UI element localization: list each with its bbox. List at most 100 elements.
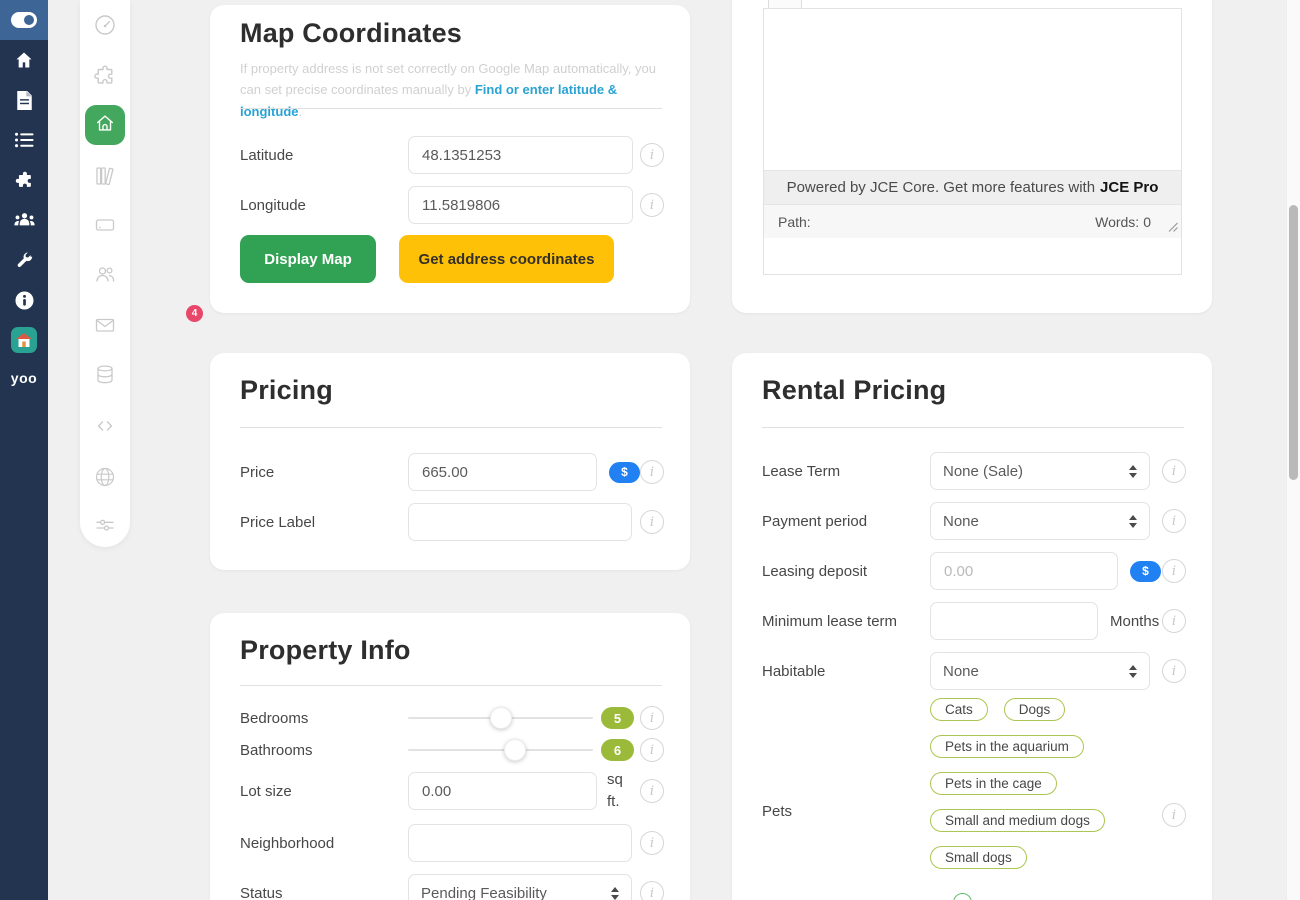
leasing-deposit-label: Leasing deposit	[762, 562, 868, 580]
rail-item-languages[interactable]	[80, 464, 130, 490]
jce-editor: Powered by JCE Core. Get more features w…	[763, 8, 1182, 275]
rail-item-settings[interactable]	[80, 512, 130, 538]
partial-toggle-circle[interactable]	[953, 893, 972, 900]
toggle-switch-icon	[11, 12, 37, 28]
leasing-deposit-input[interactable]	[930, 552, 1118, 590]
info-icon[interactable]	[640, 193, 664, 217]
display-map-button[interactable]: Display Map	[240, 235, 376, 283]
get-address-coordinates-button[interactable]: Get address coordinates	[399, 235, 614, 283]
pet-tag[interactable]: Dogs	[1003, 698, 1066, 721]
info-icon[interactable]	[640, 143, 664, 167]
lease-term-select[interactable]: None (Sale)	[930, 452, 1150, 490]
sidebar-toggle-header[interactable]	[0, 0, 48, 40]
longitude-input[interactable]	[408, 186, 633, 224]
pets-label: Pets	[762, 803, 793, 820]
rail-item-agents[interactable]	[80, 261, 130, 287]
info-icon[interactable]	[1162, 559, 1186, 583]
sidebar-item-property-app[interactable]	[0, 327, 48, 353]
pet-tag[interactable]: Small dogs	[930, 846, 1027, 869]
resize-grip-icon[interactable]	[1167, 219, 1178, 235]
description-editor-card: Powered by JCE Core. Get more features w…	[732, 0, 1212, 313]
sidebar-item-yootheme[interactable]: yoo	[0, 366, 48, 390]
pet-tag[interactable]: Pets in the cage	[930, 772, 1057, 795]
info-icon[interactable]	[640, 510, 664, 534]
slider-knob[interactable]	[489, 707, 512, 729]
sidebar-item-system[interactable]	[0, 248, 48, 272]
bedrooms-slider[interactable]	[408, 703, 593, 733]
price-label-input[interactable]	[408, 503, 632, 541]
info-icon[interactable]	[1162, 803, 1186, 827]
editor-path-label: Path:	[778, 213, 811, 230]
info-icon[interactable]	[640, 779, 664, 803]
habitable-row: Habitable None	[762, 652, 1186, 690]
info-icon[interactable]	[640, 706, 664, 730]
lot-size-input[interactable]	[408, 772, 597, 810]
latitude-input[interactable]	[408, 136, 633, 174]
latitude-row: Latitude	[240, 135, 664, 175]
neighborhood-input[interactable]	[408, 824, 632, 862]
database-icon	[93, 363, 117, 387]
rail-item-database[interactable]	[80, 362, 130, 388]
status-selected-value: Pending Feasibility	[421, 884, 547, 900]
rail-item-dashboard[interactable]	[80, 12, 130, 38]
info-icon[interactable]	[1162, 659, 1186, 683]
sidebar-item-users[interactable]	[0, 208, 48, 232]
page-scrollbar-thumb[interactable]	[1289, 205, 1298, 480]
rail-item-extensions[interactable]	[80, 63, 130, 89]
payment-period-select[interactable]: None	[930, 502, 1150, 540]
status-select[interactable]: Pending Feasibility	[408, 874, 632, 900]
puzzle-icon	[15, 171, 34, 190]
info-icon[interactable]	[640, 460, 664, 484]
card-title: Property Info	[240, 635, 411, 665]
bedrooms-label: Bedrooms	[240, 709, 309, 727]
info-icon[interactable]	[640, 738, 664, 762]
editor-content-area[interactable]	[764, 9, 1181, 170]
price-input[interactable]	[408, 453, 597, 491]
find-coordinates-link[interactable]: Find or enter latitude & longitude	[240, 82, 618, 119]
jce-pro-link[interactable]: JCE Pro	[1100, 179, 1159, 196]
property-info-card: Property Info Bedrooms 5 Bathrooms 6 Lot…	[210, 613, 690, 900]
rail-item-messages[interactable]	[80, 312, 130, 338]
users-icon	[13, 212, 35, 229]
sliders-icon	[93, 513, 117, 537]
price-label: Price	[240, 463, 275, 481]
pet-tag[interactable]: Cats	[930, 698, 988, 721]
info-icon[interactable]	[1162, 459, 1186, 483]
editor-powered-bar: Powered by JCE Core. Get more features w…	[764, 170, 1181, 204]
sidebar-item-components[interactable]	[0, 168, 48, 192]
pet-tag[interactable]: Pets in the aquarium	[930, 735, 1084, 758]
sidebar-item-content[interactable]	[0, 88, 48, 112]
habitable-select[interactable]: None	[930, 652, 1150, 690]
sidebar-item-menus[interactable]	[0, 128, 48, 152]
rail-item-modules[interactable]	[80, 212, 130, 238]
minimum-lease-term-input[interactable]	[930, 602, 1098, 640]
info-icon[interactable]	[1162, 609, 1186, 633]
pet-tag[interactable]: Small and medium dogs	[930, 809, 1105, 832]
page-scrollbar-track[interactable]	[1286, 0, 1300, 900]
books-icon	[93, 164, 117, 188]
habitable-selected-value: None	[943, 662, 979, 680]
lease-term-selected-value: None (Sale)	[943, 462, 1024, 480]
slider-knob[interactable]	[504, 739, 527, 761]
editor-status-bar: Path: Words: 0	[764, 204, 1181, 238]
slider-track	[408, 749, 593, 751]
currency-badge: $	[609, 461, 640, 483]
bedrooms-row: Bedrooms 5	[240, 703, 664, 733]
sidebar-item-help[interactable]	[0, 288, 48, 312]
currency-badge: $	[1130, 560, 1161, 582]
bathrooms-slider[interactable]	[408, 735, 593, 765]
divider	[240, 427, 662, 428]
divider	[240, 685, 662, 686]
rail-item-library[interactable]	[80, 163, 130, 189]
property-app-icon	[11, 327, 37, 353]
pets-row: Pets Cats Dogs Pets in the aquarium Pets…	[762, 698, 1186, 869]
pricing-card: Pricing Price $ Price Label	[210, 353, 690, 570]
lot-size-unit: sq ft.	[607, 771, 623, 810]
rail-item-properties-active[interactable]	[85, 105, 125, 145]
info-icon[interactable]	[640, 831, 664, 855]
rail-item-code[interactable]	[80, 413, 130, 439]
info-icon[interactable]	[640, 881, 664, 900]
sidebar-item-home[interactable]	[0, 48, 48, 72]
info-icon[interactable]	[1162, 509, 1186, 533]
